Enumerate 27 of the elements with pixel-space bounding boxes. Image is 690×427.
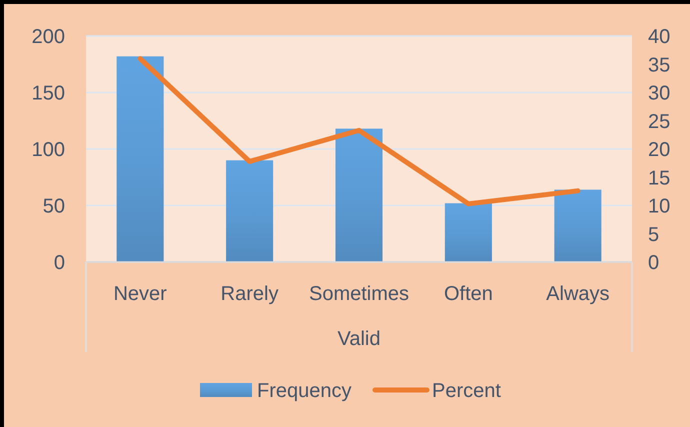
- legend-label: Percent: [432, 380, 502, 402]
- bar: [444, 203, 492, 262]
- y2-tick-label: 5: [648, 224, 660, 246]
- x-tick-label: Rarely: [220, 283, 278, 305]
- x-tick-label: Sometimes: [308, 283, 410, 305]
- x-tick-label: Never: [113, 283, 168, 305]
- bar: [335, 128, 383, 262]
- bar: [226, 160, 274, 262]
- y2-tick-label: 15: [648, 167, 670, 190]
- x-axis-title: Valid: [338, 328, 380, 350]
- y2-tick-label: 0: [648, 252, 660, 274]
- y2-tick-label: 30: [648, 82, 670, 104]
- y2-tick-label: 20: [648, 139, 670, 161]
- y2-tick-label: 40: [648, 26, 670, 48]
- y2-tick-label: 25: [648, 110, 670, 133]
- y2-tick-label: 35: [648, 54, 670, 76]
- x-tick-label: Often: [444, 283, 493, 305]
- bar: [116, 56, 164, 262]
- legend-label: Frequency: [257, 380, 352, 402]
- y-tick-label: 100: [32, 139, 65, 161]
- y-tick-label: 0: [54, 252, 65, 274]
- y-tick-label: 200: [32, 26, 65, 48]
- y-tick-label: 50: [42, 196, 65, 218]
- y2-tick-label: 10: [648, 196, 670, 218]
- y-tick-label: 150: [32, 82, 65, 104]
- x-tick-label: Always: [546, 283, 610, 305]
- bar: [554, 190, 602, 262]
